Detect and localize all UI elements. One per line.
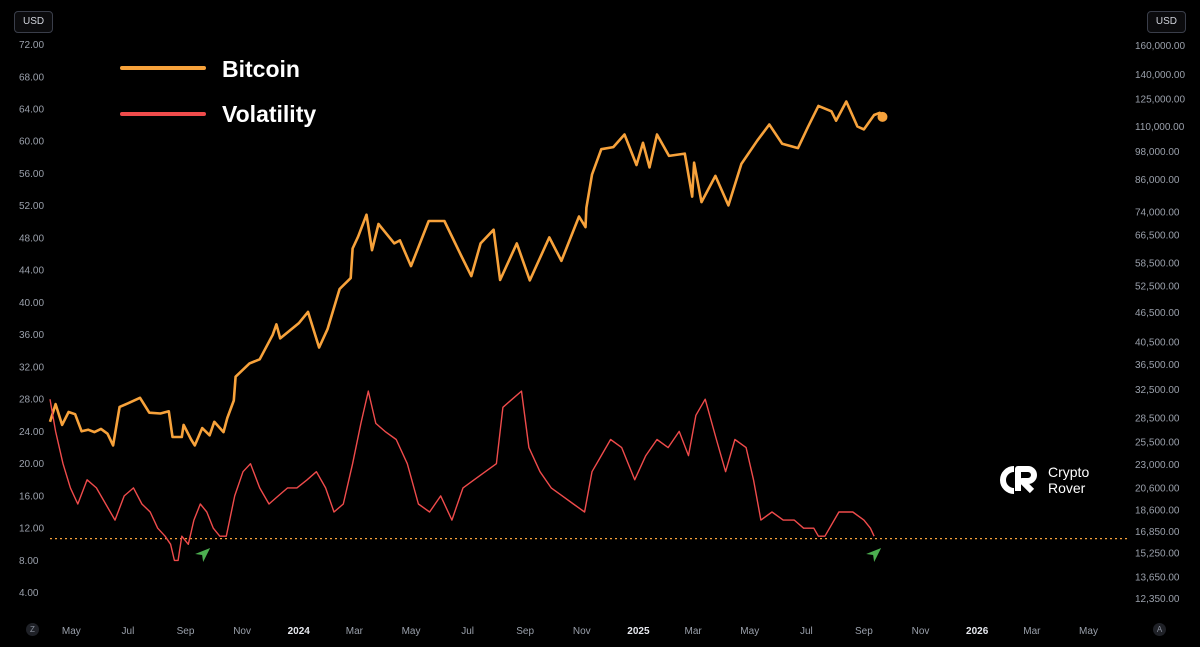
left-tick-label: 32.00 (19, 362, 44, 373)
series-layer (48, 100, 888, 562)
x-tick-label: Jul (800, 626, 813, 637)
left-tick-label: 8.00 (19, 556, 39, 567)
x-tick-label: May (740, 626, 759, 637)
right-tick-label: 58,500.00 (1135, 258, 1180, 269)
legend-label-bitcoin: Bitcoin (222, 56, 300, 82)
legend-swatch-volatility (120, 112, 206, 116)
left-tick-label: 56.00 (19, 169, 44, 180)
left-tick-label: 4.00 (19, 588, 39, 599)
x-tick-label: Mar (346, 626, 364, 637)
left-tick-label: 40.00 (19, 298, 44, 309)
left-tick-label: 72.00 (19, 40, 44, 51)
right-tick-label: 16,850.00 (1135, 527, 1180, 538)
right-tick-label: 86,000.00 (1135, 175, 1180, 186)
left-tick-label: 12.00 (19, 524, 44, 535)
right-axis-ticks: 160,000.00 140,000.00 125,000.00 110,000.00… (1135, 41, 1185, 605)
right-tick-label: 15,250.00 (1135, 548, 1180, 559)
right-tick-label: 13,650.00 (1135, 572, 1180, 583)
left-tick-label: 28.00 (19, 395, 44, 406)
left-tick-label: 64.00 (19, 104, 44, 115)
left-tick-label: 36.00 (19, 330, 44, 341)
x-tick-label: 2024 (288, 626, 311, 637)
marker-layer (195, 547, 882, 562)
x-tick-label: Nov (233, 626, 251, 637)
left-tick-label: 68.00 (19, 72, 44, 83)
right-tick-label: 140,000.00 (1135, 70, 1185, 81)
x-tick-label: Jul (461, 626, 474, 637)
left-tick-label: 60.00 (19, 137, 44, 148)
right-tick-label: 40,500.00 (1135, 338, 1180, 349)
x-tick-label: May (402, 626, 421, 637)
x-tick-label: Mar (685, 626, 703, 637)
auto-scale-button[interactable]: A (1153, 623, 1166, 636)
left-tick-label: 20.00 (19, 459, 44, 470)
x-tick-label: May (62, 626, 81, 637)
green-arrow-icon (866, 547, 882, 562)
brand-name: Crypto Rover (1048, 464, 1089, 496)
x-tick-label: Mar (1023, 626, 1041, 637)
x-tick-label: Jul (122, 626, 135, 637)
right-tick-label: 66,500.00 (1135, 231, 1180, 242)
left-tick-label: 16.00 (19, 491, 44, 502)
right-tick-label: 25,500.00 (1135, 437, 1180, 448)
legend-swatch-bitcoin (120, 66, 206, 70)
green-arrow-icon (195, 547, 211, 562)
right-tick-label: 32,500.00 (1135, 385, 1180, 396)
right-tick-label: 160,000.00 (1135, 41, 1185, 52)
right-tick-label: 98,000.00 (1135, 147, 1180, 158)
zoom-toggle-button[interactable]: Z (26, 623, 39, 636)
right-axis-unit-badge[interactable]: USD (1146, 11, 1186, 33)
x-tick-label: 2025 (627, 626, 650, 637)
left-tick-label: 48.00 (19, 233, 44, 244)
series-line-bitcoin (48, 100, 884, 447)
brand-name-line-1: Crypto (1048, 464, 1090, 480)
series-line-volatility (49, 390, 875, 562)
right-tick-label: 110,000.00 (1135, 122, 1185, 133)
right-tick-label: 12,350.00 (1135, 594, 1180, 605)
bitcoin-last-point (877, 111, 888, 122)
x-tick-label: Nov (573, 626, 591, 637)
x-tick-label: Sep (177, 626, 195, 637)
right-tick-label: 23,000.00 (1135, 460, 1180, 471)
x-tick-label: 2026 (966, 626, 989, 637)
right-tick-label: 125,000.00 (1135, 94, 1185, 105)
right-tick-label: 52,500.00 (1135, 282, 1180, 293)
legend-label-volatility: Volatility (222, 101, 317, 127)
x-axis-ticks: May Jul Sep Nov 2024 Mar May Jul Sep Nov 2025 Mar Ma… (62, 626, 1098, 637)
x-tick-label: Sep (516, 626, 534, 637)
brand-name-line-2: Rover (1048, 480, 1086, 496)
left-axis-unit-badge[interactable]: USD (14, 11, 54, 33)
x-tick-label: May (1079, 626, 1098, 637)
right-tick-label: 74,000.00 (1135, 208, 1180, 219)
right-tick-label: 20,600.00 (1135, 484, 1180, 495)
right-tick-label: 36,500.00 (1135, 360, 1180, 371)
right-tick-label: 28,500.00 (1135, 413, 1180, 424)
crypto-rover-logo-icon (1000, 466, 1037, 494)
brand-logo: Crypto Rover (994, 464, 1089, 496)
right-tick-label: 18,600.00 (1135, 506, 1180, 517)
left-axis-ticks: 72.00 68.00 64.00 60.00 56.00 52.00 48.00 44.00… (19, 40, 44, 599)
left-tick-label: 44.00 (19, 266, 44, 277)
left-tick-label: 24.00 (19, 427, 44, 438)
left-tick-label: 52.00 (19, 201, 44, 212)
right-tick-label: 46,500.00 (1135, 308, 1180, 319)
x-tick-label: Nov (912, 626, 930, 637)
x-tick-label: Sep (855, 626, 873, 637)
